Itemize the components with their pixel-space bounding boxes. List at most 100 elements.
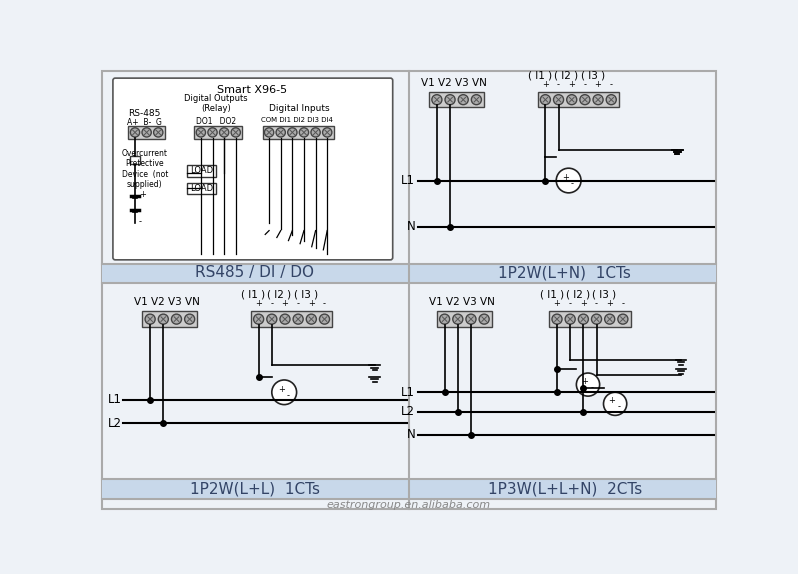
Circle shape [264, 128, 274, 137]
Text: -: - [297, 299, 300, 308]
Text: -: - [618, 402, 621, 412]
Bar [429, 92, 484, 107]
Circle shape [322, 128, 332, 137]
Bar [129, 156, 140, 164]
Circle shape [145, 314, 155, 324]
Text: -: - [622, 299, 624, 308]
Text: Digital Outputs
(Relay): Digital Outputs (Relay) [184, 94, 248, 113]
Circle shape [231, 128, 240, 137]
Circle shape [556, 168, 581, 193]
Circle shape [452, 314, 463, 324]
Circle shape [280, 314, 290, 324]
Text: +: + [139, 190, 146, 199]
Circle shape [458, 95, 468, 104]
Text: -: - [610, 80, 613, 89]
Circle shape [440, 314, 449, 324]
Text: V1 V2 V3 VN: V1 V2 V3 VN [429, 297, 495, 307]
Text: ( I1 ): ( I1 ) [241, 289, 265, 300]
Circle shape [606, 95, 616, 104]
Circle shape [299, 128, 309, 137]
Text: V1 V2 V3 VN: V1 V2 V3 VN [421, 77, 487, 88]
Bar [437, 312, 492, 327]
Text: N: N [406, 428, 415, 441]
Text: +: + [554, 299, 560, 308]
Text: LOAD: LOAD [190, 166, 213, 176]
Text: 1P3W(L+L+N)  2CTs: 1P3W(L+L+N) 2CTs [488, 481, 642, 496]
Circle shape [576, 373, 599, 396]
Text: 1P2W(L+L)  1CTs: 1P2W(L+L) 1CTs [190, 481, 320, 496]
Circle shape [272, 380, 297, 405]
Text: +: + [606, 299, 613, 308]
Circle shape [579, 314, 588, 324]
Text: 1P2W(L+N)  1CTs: 1P2W(L+N) 1CTs [498, 265, 631, 281]
Text: -: - [571, 179, 574, 188]
Text: -: - [271, 299, 273, 308]
Circle shape [142, 128, 152, 137]
Circle shape [618, 314, 628, 324]
FancyBboxPatch shape [113, 78, 393, 260]
Circle shape [293, 314, 303, 324]
Text: COM DI1 DI2 DI3 DI4: COM DI1 DI2 DI3 DI4 [262, 118, 334, 123]
Bar [102, 263, 716, 283]
Text: +: + [308, 299, 314, 308]
Circle shape [254, 314, 263, 324]
Text: +: + [562, 173, 569, 182]
Circle shape [472, 95, 481, 104]
Circle shape [276, 128, 286, 137]
Circle shape [552, 314, 562, 324]
Text: ( I3 ): ( I3 ) [294, 289, 318, 300]
Text: +: + [278, 385, 285, 394]
Text: +: + [568, 80, 575, 89]
Circle shape [130, 128, 140, 137]
Text: eastrongroup.en.alibaba.com: eastrongroup.en.alibaba.com [327, 501, 491, 510]
Bar [187, 165, 216, 177]
Circle shape [172, 314, 181, 324]
Text: L1: L1 [108, 394, 121, 406]
Text: ( I1 ): ( I1 ) [528, 70, 552, 80]
Text: ( I2 ): ( I2 ) [555, 70, 579, 80]
Bar [187, 183, 216, 195]
Text: ( I3 ): ( I3 ) [592, 289, 616, 300]
Text: +: + [580, 299, 587, 308]
Circle shape [153, 128, 163, 137]
Circle shape [311, 128, 320, 137]
Bar [251, 312, 332, 327]
Text: -: - [557, 80, 560, 89]
Circle shape [591, 314, 602, 324]
Text: Digital Inputs: Digital Inputs [270, 104, 330, 114]
Bar [549, 312, 630, 327]
Circle shape [479, 314, 489, 324]
Circle shape [580, 95, 590, 104]
Circle shape [565, 314, 575, 324]
Circle shape [605, 314, 614, 324]
Text: L1: L1 [401, 174, 415, 187]
Text: -: - [323, 299, 326, 308]
Circle shape [432, 95, 442, 104]
Circle shape [267, 314, 277, 324]
Circle shape [288, 128, 297, 137]
Text: -: - [583, 80, 587, 89]
Circle shape [540, 95, 551, 104]
Text: ( I1 ): ( I1 ) [539, 289, 563, 300]
Circle shape [196, 128, 206, 137]
Text: +: + [582, 377, 588, 386]
Circle shape [306, 314, 316, 324]
Bar [538, 92, 619, 107]
Text: +: + [595, 80, 602, 89]
Text: L2: L2 [401, 405, 415, 418]
Text: -: - [286, 391, 290, 400]
Circle shape [158, 314, 168, 324]
Circle shape [184, 314, 195, 324]
Text: +: + [282, 299, 288, 308]
Bar [263, 126, 334, 139]
Text: A+  B-  G: A+ B- G [127, 118, 162, 127]
Text: +: + [255, 299, 262, 308]
Text: Smart X96-5: Smart X96-5 [217, 86, 287, 95]
Text: RS485 / DI / DO: RS485 / DI / DO [196, 265, 314, 281]
Text: RS-485: RS-485 [128, 109, 161, 118]
Bar [128, 126, 165, 139]
Text: +: + [609, 396, 615, 405]
Text: V1 V2 V3 VN: V1 V2 V3 VN [134, 297, 200, 307]
Circle shape [445, 95, 455, 104]
Text: LOAD: LOAD [190, 184, 213, 193]
